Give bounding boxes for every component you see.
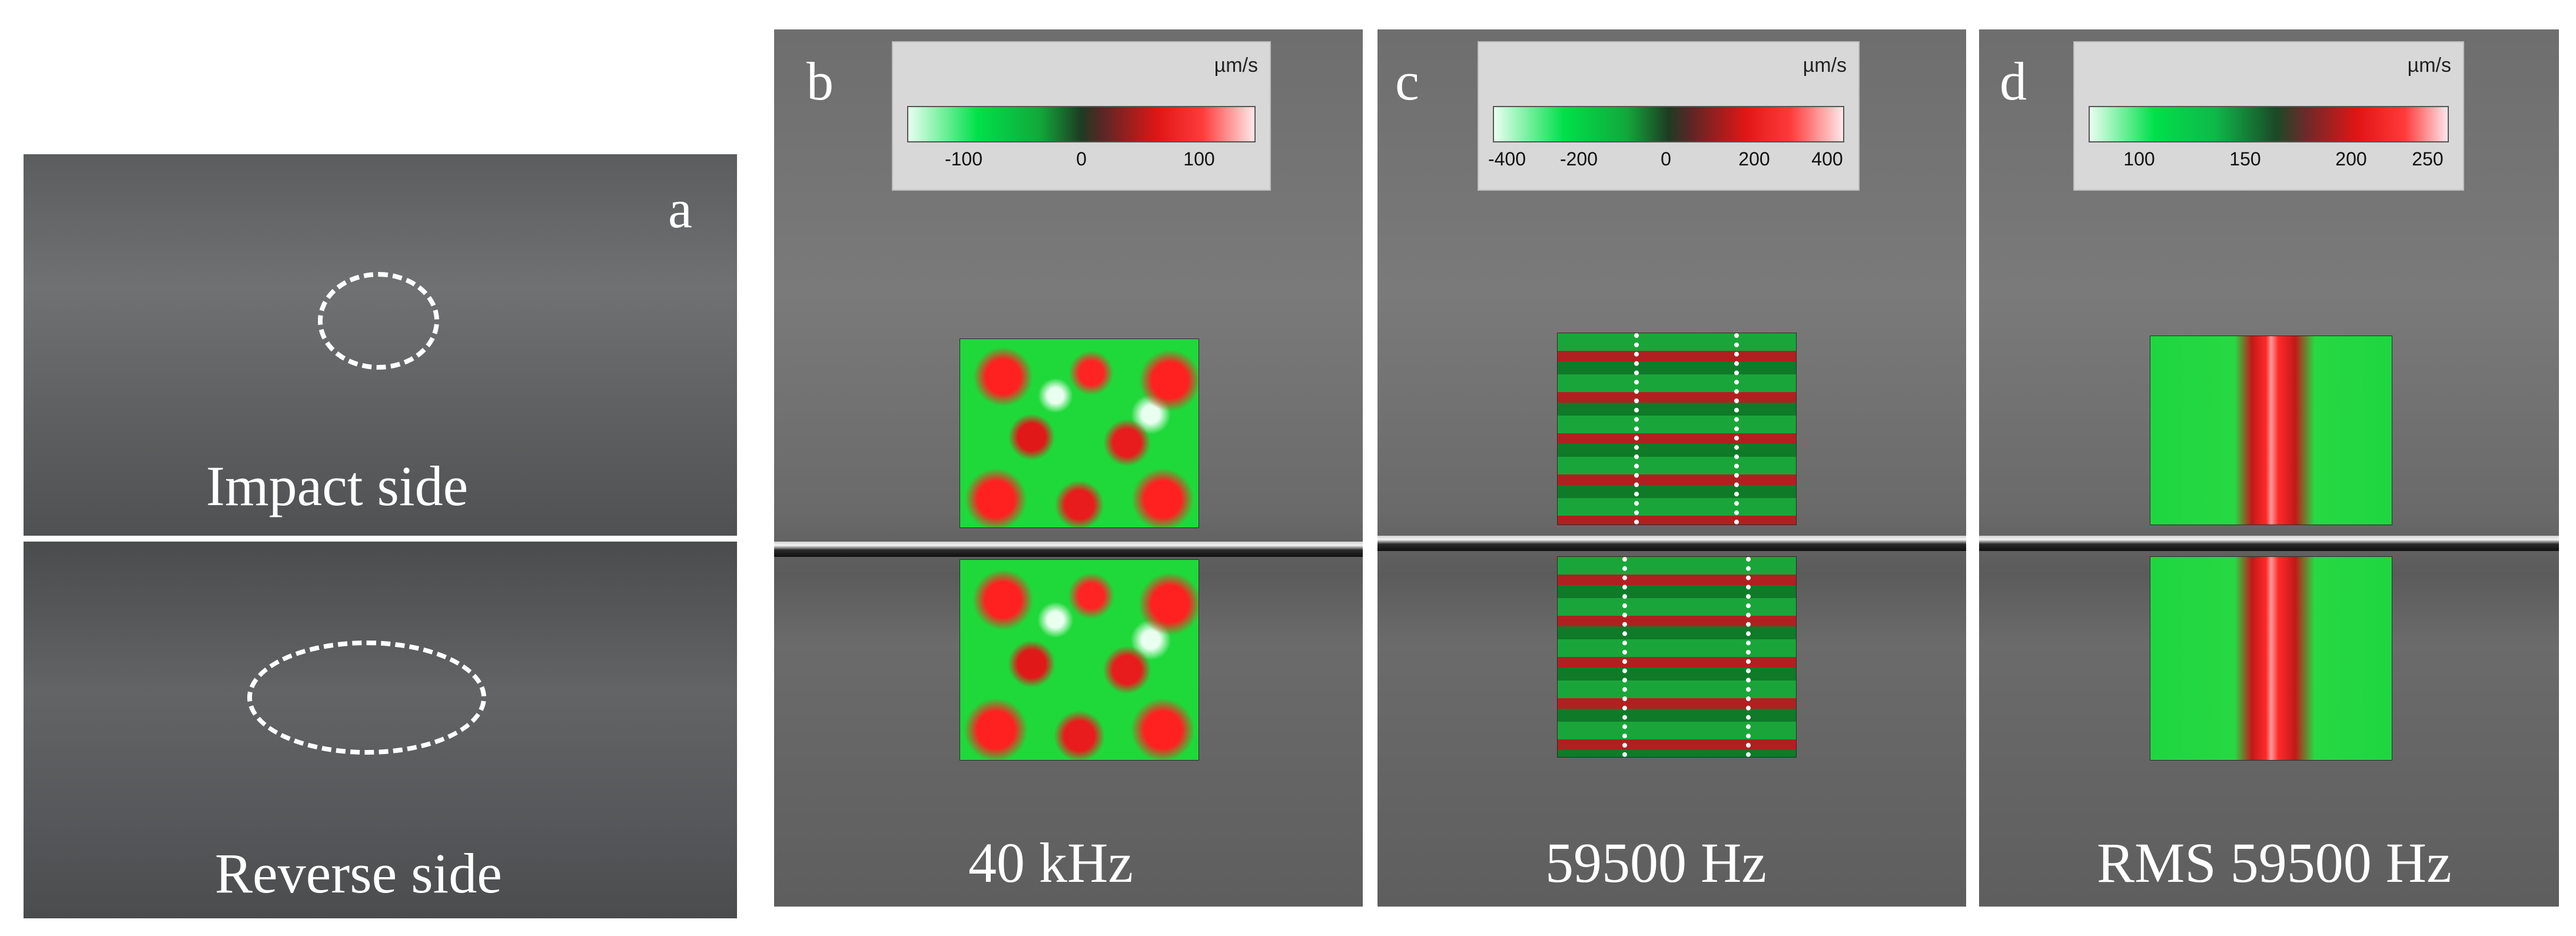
scale-tick-d-1: 150 [2229, 148, 2261, 170]
scale-tick-d-0: 100 [2123, 148, 2155, 170]
rms-map-d-top [2150, 336, 2392, 525]
frequency-caption-b: 40 kHz [968, 831, 1133, 894]
scale-gradient-b [907, 106, 1256, 142]
panel-letter-d: d [2000, 51, 2027, 111]
impact-side-photo: a Impact side [24, 154, 737, 536]
frequency-caption-d: RMS 59500 Hz [2097, 831, 2452, 894]
impact-damage-marker [318, 272, 439, 370]
velocity-map-c-bottom [1557, 556, 1797, 758]
node-line-right [1734, 333, 1739, 525]
scale-tick-c-1: -200 [1559, 148, 1598, 170]
scale-tick-d-3: 250 [2412, 148, 2444, 170]
scale-tick-c-4: 400 [1811, 148, 1843, 170]
vibration-map-panel-d: d µm/s 100 150 200 250 RMS 59500 Hz [1979, 29, 2559, 907]
scale-tick-c-2: 0 [1661, 148, 1671, 170]
scale-unit-c: µm/s [1802, 54, 1847, 77]
vibration-map-panel-c: c µm/s -400 -200 0 200 400 59500 Hz [1377, 29, 1966, 907]
node-line-left [1622, 557, 1627, 757]
panel-letter-a: a [668, 179, 692, 239]
reverse-damage-marker [247, 640, 486, 755]
color-scale-b: µm/s -100 0 100 [892, 41, 1271, 191]
color-scale-d: µm/s 100 150 200 250 [2073, 41, 2464, 191]
vibration-map-panel-b: b µm/s -100 0 100 40 kHz [774, 29, 1363, 907]
frequency-caption-c: 59500 Hz [1545, 831, 1767, 894]
scale-gradient-c [1493, 106, 1844, 142]
velocity-map-b-bottom [960, 559, 1199, 761]
rms-map-d-bottom [2150, 556, 2392, 761]
node-line-right [1746, 557, 1751, 757]
plate-seam [774, 542, 1363, 557]
scale-tick-c-0: -400 [1488, 148, 1526, 170]
panel-letter-b: b [806, 51, 834, 111]
scale-gradient-d [2089, 106, 2449, 142]
color-scale-c: µm/s -400 -200 0 200 400 [1478, 41, 1860, 191]
node-line-left [1634, 333, 1639, 525]
velocity-map-c-top [1557, 333, 1797, 525]
reverse-side-caption: Reverse side [215, 842, 502, 905]
scale-tick-b-1: 0 [1076, 148, 1087, 170]
panel-letter-c: c [1395, 51, 1419, 111]
impact-side-caption: Impact side [206, 454, 469, 517]
reverse-side-photo: Reverse side [24, 542, 737, 918]
scale-unit-d: µm/s [2407, 54, 2451, 77]
scale-unit-b: µm/s [1214, 54, 1258, 77]
scale-tick-c-3: 200 [1738, 148, 1770, 170]
plate-seam [1377, 536, 1966, 551]
scale-tick-d-2: 200 [2335, 148, 2367, 170]
scale-tick-b-0: -100 [944, 148, 983, 170]
scale-tick-b-2: 100 [1183, 148, 1215, 170]
velocity-map-b-top [960, 338, 1199, 528]
plate-seam [1979, 536, 2559, 551]
